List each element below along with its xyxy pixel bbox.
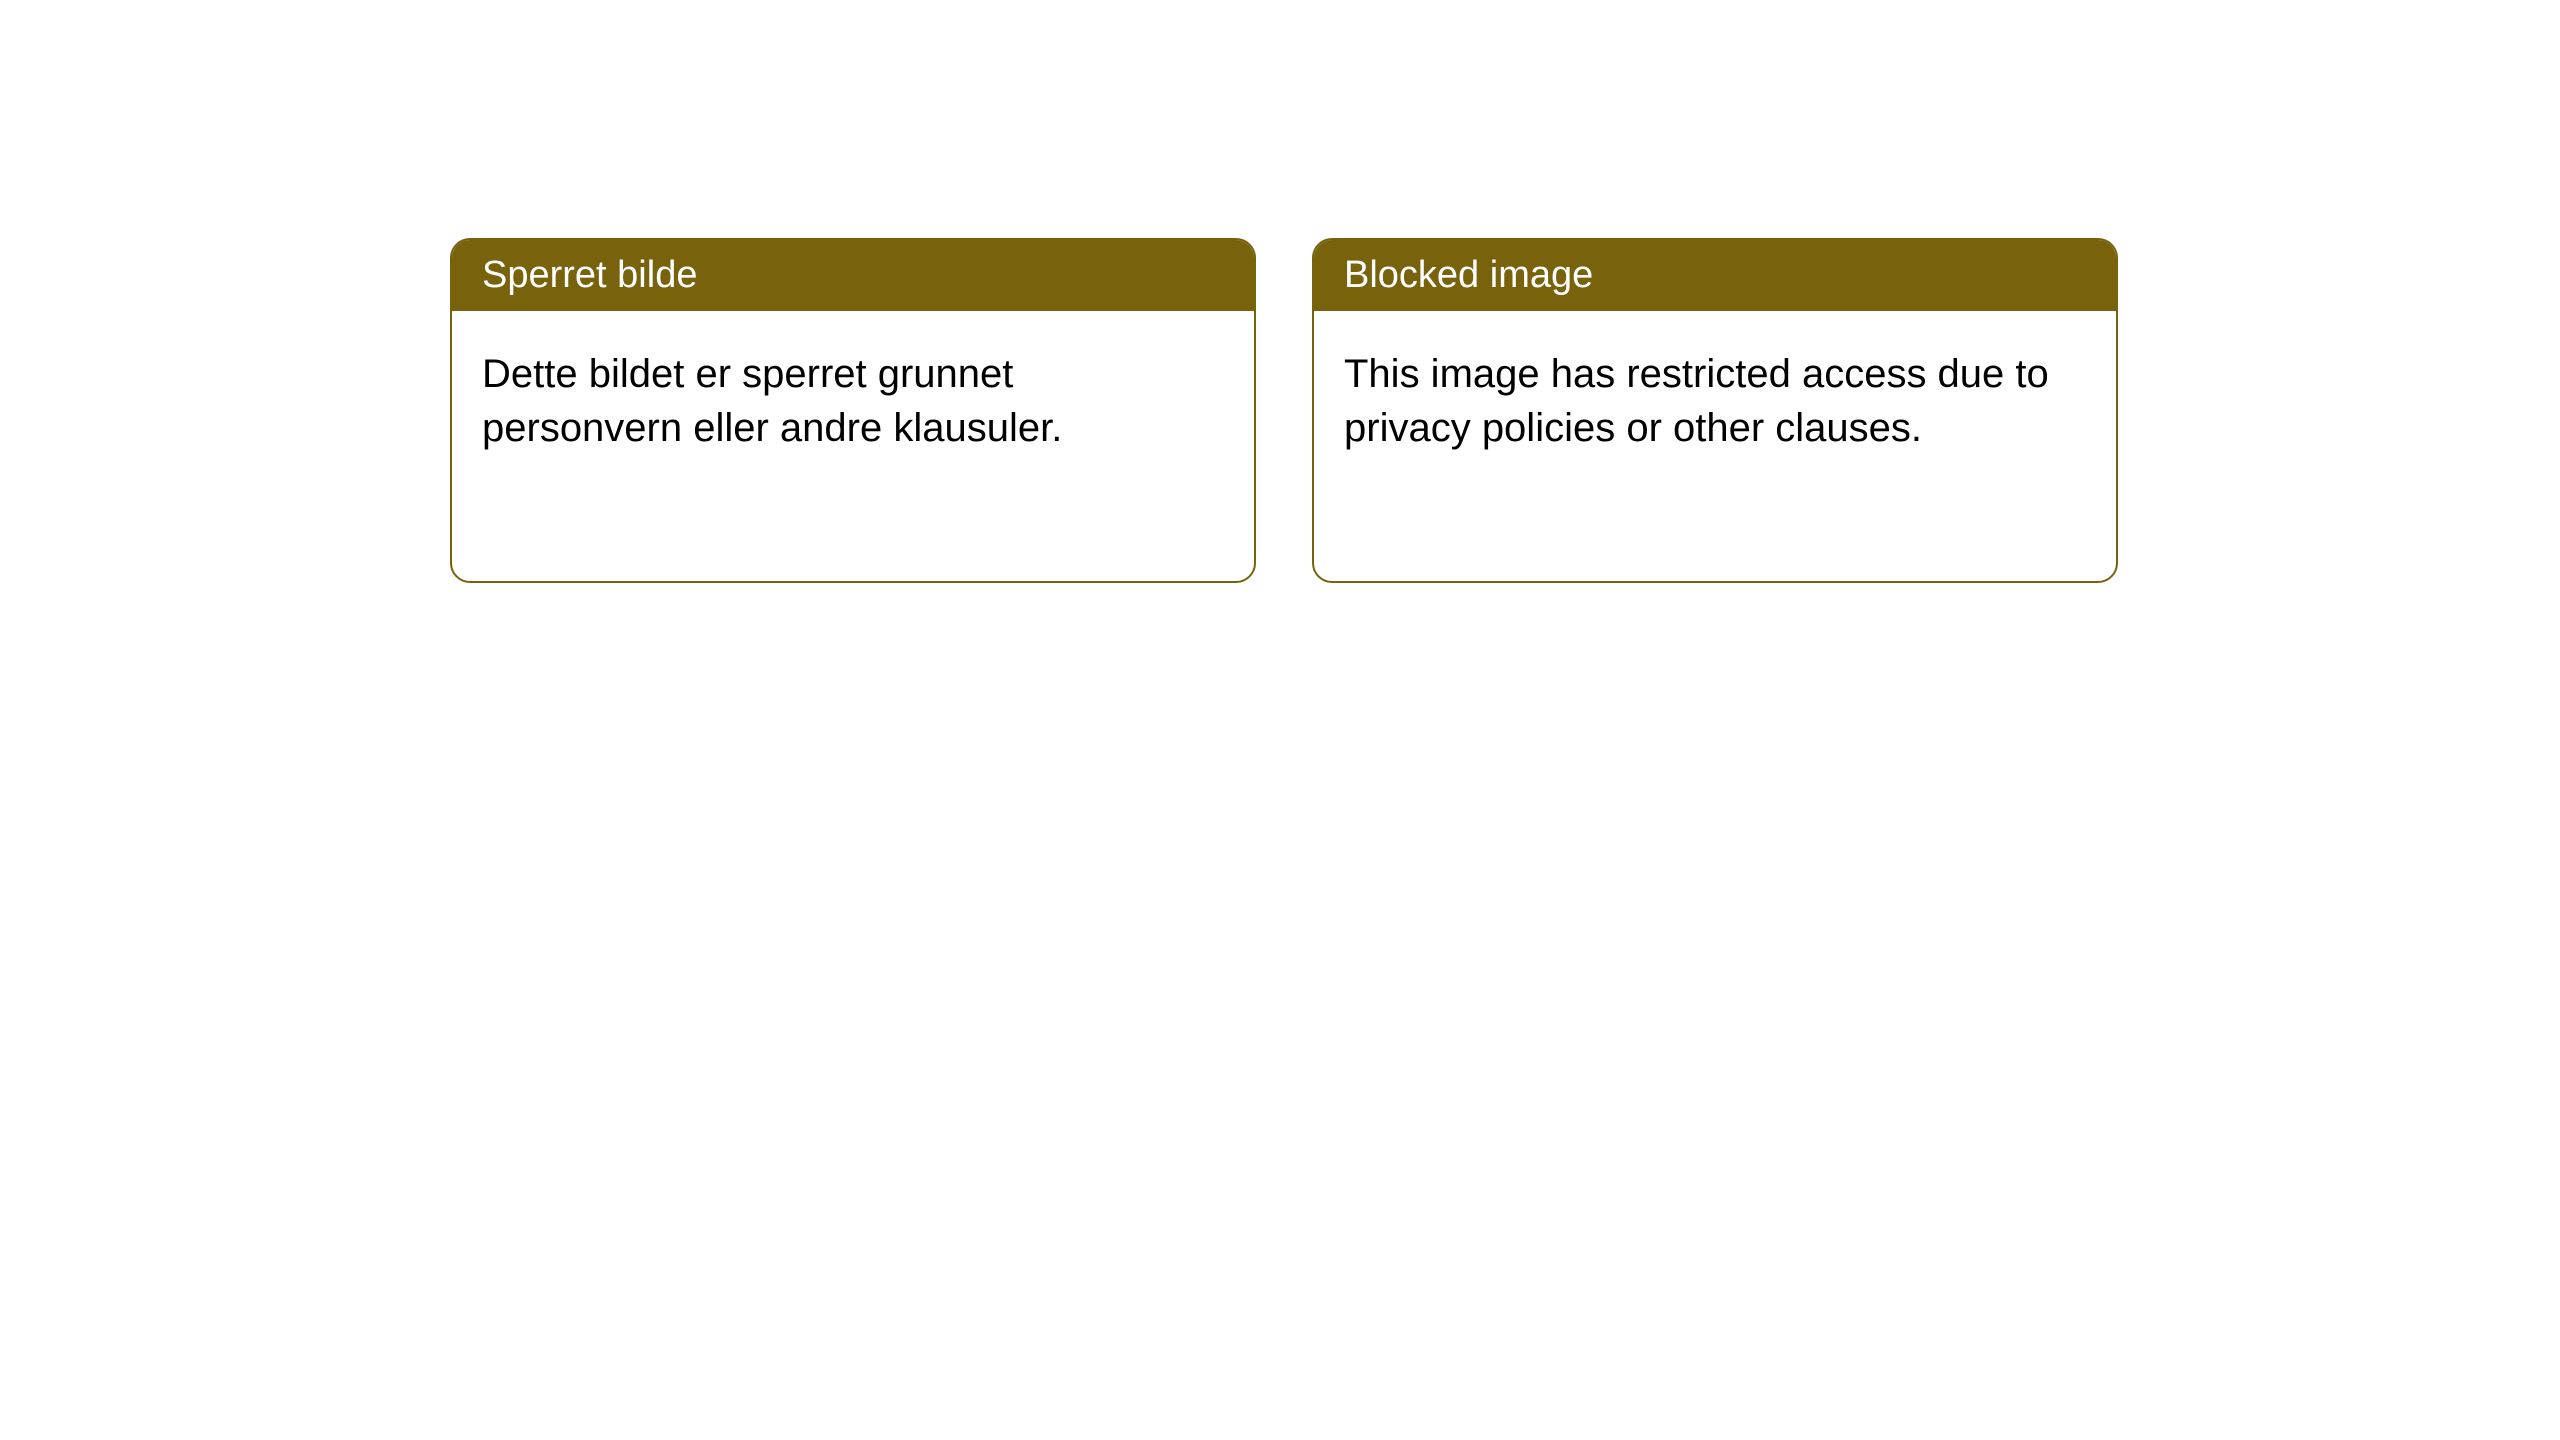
blocked-image-card-en: Blocked image This image has restricted … — [1312, 238, 2118, 583]
card-body: This image has restricted access due to … — [1314, 311, 2116, 581]
card-title: Blocked image — [1344, 254, 1593, 296]
card-body: Dette bildet er sperret grunnet personve… — [452, 311, 1254, 581]
card-header: Blocked image — [1314, 240, 2116, 311]
card-header: Sperret bilde — [452, 240, 1254, 311]
card-title: Sperret bilde — [482, 254, 697, 296]
card-message: Dette bildet er sperret grunnet personve… — [482, 352, 1062, 450]
notice-container: Sperret bilde Dette bildet er sperret gr… — [0, 0, 2560, 583]
blocked-image-card-no: Sperret bilde Dette bildet er sperret gr… — [450, 238, 1256, 583]
card-message: This image has restricted access due to … — [1344, 352, 2049, 450]
